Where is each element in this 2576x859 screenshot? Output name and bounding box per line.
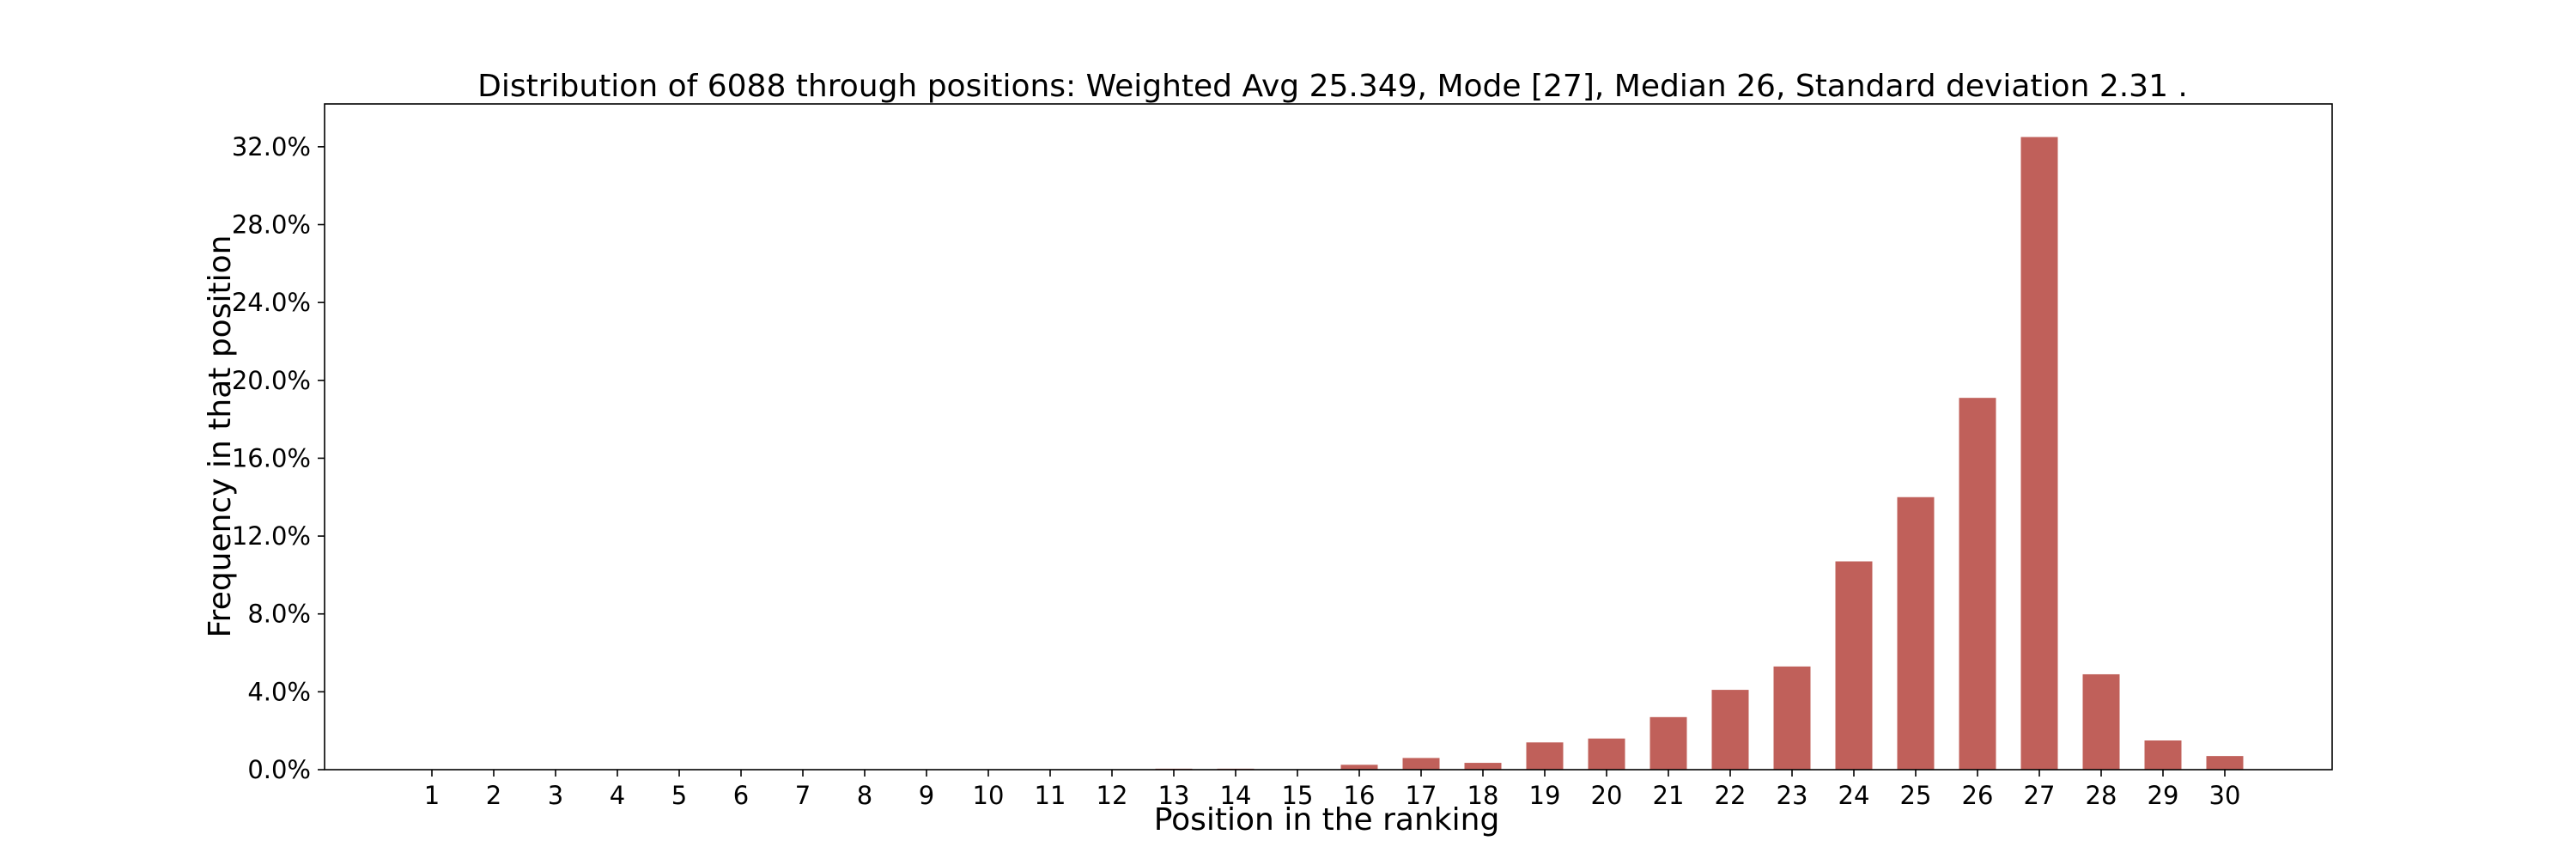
y-tick-label: 4.0% bbox=[247, 677, 311, 706]
bar-27 bbox=[2020, 137, 2058, 771]
bar-25 bbox=[1897, 497, 1935, 770]
bar-22 bbox=[1711, 690, 1749, 770]
y-tick-label: 28.0% bbox=[232, 210, 311, 239]
bar-21 bbox=[1649, 716, 1687, 770]
x-tick-label-4: 4 bbox=[610, 781, 625, 810]
y-axis: 0.0% 4.0% 8.0% 12.0% 16.0% 20.0% 24.0% 28.0% 32.… bbox=[232, 132, 325, 784]
x-tick-label-28: 28 bbox=[2086, 781, 2117, 810]
bar-26 bbox=[1959, 398, 1996, 770]
bar-16 bbox=[1340, 765, 1378, 770]
x-tick-label-13: 13 bbox=[1158, 781, 1190, 810]
x-axis: 1 2 3 4 5 6 7 8 9 10 11 12 13 14 15 16 17 18 19 20 21 22 23 24 2… bbox=[424, 770, 2241, 810]
x-tick-label-24: 24 bbox=[1838, 781, 1870, 810]
plot-frame bbox=[324, 103, 2333, 771]
x-tick-label-3: 3 bbox=[548, 781, 563, 810]
x-tick-label-23: 23 bbox=[1777, 781, 1808, 810]
y-tick-label: 0.0% bbox=[247, 755, 311, 784]
x-tick-label-15: 15 bbox=[1282, 781, 1314, 810]
x-tick-label-14: 14 bbox=[1220, 781, 1252, 810]
x-tick-label-17: 17 bbox=[1406, 781, 1437, 810]
x-tick-label-30: 30 bbox=[2209, 781, 2241, 810]
bar-19 bbox=[1526, 742, 1564, 770]
bar-17 bbox=[1402, 758, 1440, 770]
x-tick-label-16: 16 bbox=[1344, 781, 1376, 810]
x-tick-label-21: 21 bbox=[1653, 781, 1685, 810]
y-tick-label: 20.0% bbox=[232, 366, 311, 395]
x-tick-label-20: 20 bbox=[1591, 781, 1623, 810]
x-tick-label-8: 8 bbox=[857, 781, 872, 810]
bar-24 bbox=[1835, 561, 1873, 770]
y-tick-label: 12.0% bbox=[232, 521, 311, 551]
bar-20 bbox=[1588, 738, 1625, 770]
x-tick-label-2: 2 bbox=[486, 781, 501, 810]
bars-group bbox=[1155, 137, 2244, 771]
bar-23 bbox=[1773, 666, 1811, 770]
x-tick-label-29: 29 bbox=[2148, 781, 2179, 810]
x-tick-label-27: 27 bbox=[2024, 781, 2056, 810]
x-tick-label-25: 25 bbox=[1900, 781, 1932, 810]
x-tick-label-6: 6 bbox=[733, 781, 749, 810]
x-tick-label-10: 10 bbox=[973, 781, 1005, 810]
x-tick-label-22: 22 bbox=[1715, 781, 1747, 810]
bar-29 bbox=[2144, 740, 2182, 770]
y-tick-label: 24.0% bbox=[232, 288, 311, 317]
x-tick-label-18: 18 bbox=[1467, 781, 1499, 810]
chart-title: Distribution of 6088 through positions: … bbox=[477, 69, 2188, 104]
y-tick-label: 32.0% bbox=[232, 132, 311, 161]
x-axis-label: Position in the ranking bbox=[1154, 802, 1500, 838]
x-tick-label-1: 1 bbox=[424, 781, 440, 810]
x-tick-label-12: 12 bbox=[1097, 781, 1128, 810]
x-tick-label-5: 5 bbox=[671, 781, 687, 810]
x-tick-label-11: 11 bbox=[1035, 781, 1066, 810]
x-tick-label-7: 7 bbox=[795, 781, 811, 810]
x-tick-label-9: 9 bbox=[919, 781, 934, 810]
x-tick-label-19: 19 bbox=[1529, 781, 1561, 810]
y-tick-label: 8.0% bbox=[247, 600, 311, 629]
bar-18 bbox=[1464, 763, 1502, 770]
bar-28 bbox=[2082, 673, 2120, 770]
y-tick-label: 16.0% bbox=[232, 443, 311, 472]
y-axis-label: Frequency in that position bbox=[203, 235, 238, 638]
bar-30 bbox=[2206, 756, 2244, 770]
x-tick-label-26: 26 bbox=[1962, 781, 1994, 810]
